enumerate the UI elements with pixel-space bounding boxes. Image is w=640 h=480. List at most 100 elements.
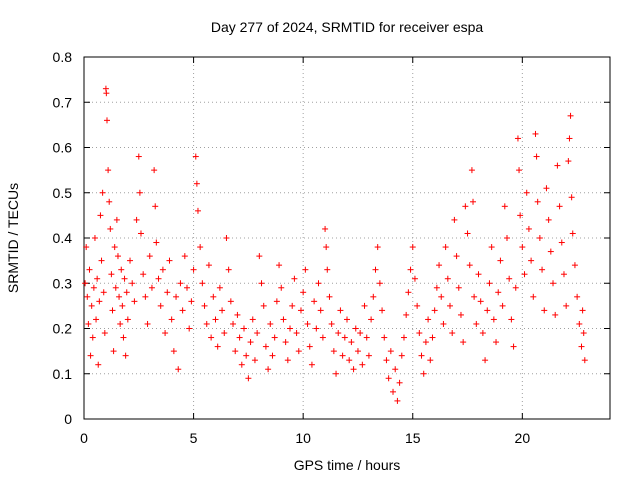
data-point xyxy=(571,262,578,269)
data-point xyxy=(534,198,541,205)
data-point xyxy=(214,343,221,350)
data-point xyxy=(543,185,550,192)
data-point xyxy=(396,379,403,386)
data-point xyxy=(123,289,130,296)
data-point xyxy=(348,339,355,346)
data-point xyxy=(96,298,103,305)
data-point xyxy=(319,334,326,341)
data-point xyxy=(539,266,546,273)
data-point xyxy=(560,271,567,278)
data-point xyxy=(431,307,438,314)
data-point xyxy=(578,343,585,350)
data-point xyxy=(129,280,136,287)
data-point xyxy=(308,361,315,368)
data-point xyxy=(221,330,228,337)
data-point xyxy=(335,330,342,337)
chart-axes xyxy=(83,56,611,420)
data-point xyxy=(464,230,471,237)
data-point xyxy=(153,239,160,246)
data-point xyxy=(152,203,159,210)
data-point xyxy=(234,311,241,318)
data-point xyxy=(127,257,134,264)
data-point xyxy=(295,348,302,355)
plot-frame xyxy=(83,56,611,420)
data-point xyxy=(166,257,173,264)
chart-ticks: 0 5 10 15 20 0 0.1 0.2 0.3 0.4 0.5 0.6 0.7 0.8 xyxy=(53,49,610,446)
data-point xyxy=(479,330,486,337)
data-point xyxy=(304,320,311,327)
data-point xyxy=(186,325,193,332)
data-point xyxy=(219,307,226,314)
data-point xyxy=(365,352,372,359)
x-tick-label: 15 xyxy=(405,430,421,446)
data-point xyxy=(140,271,147,278)
data-point xyxy=(385,375,392,382)
data-point xyxy=(106,198,113,205)
data-point xyxy=(113,216,120,223)
data-point xyxy=(93,316,100,323)
data-point xyxy=(438,293,445,300)
data-point xyxy=(258,280,265,287)
data-point xyxy=(409,244,416,251)
data-point xyxy=(462,203,469,210)
data-point xyxy=(581,357,588,364)
data-point xyxy=(444,275,451,282)
x-tick-label: 5 xyxy=(190,430,198,446)
data-point xyxy=(111,244,118,251)
data-point xyxy=(173,293,180,300)
data-point xyxy=(344,316,350,323)
data-point xyxy=(208,334,215,341)
y-tick-label: 0.4 xyxy=(53,230,73,246)
data-point xyxy=(398,352,405,359)
data-point xyxy=(475,271,482,278)
data-point xyxy=(197,244,204,251)
data-point xyxy=(350,366,357,373)
data-point xyxy=(251,357,258,364)
data-point xyxy=(547,248,554,255)
data-point xyxy=(523,189,530,196)
data-point xyxy=(372,266,379,273)
data-point xyxy=(136,189,143,196)
data-point xyxy=(284,357,291,364)
data-point xyxy=(533,153,540,160)
data-point xyxy=(306,343,313,350)
data-point xyxy=(519,244,526,251)
data-point xyxy=(453,253,460,260)
data-point xyxy=(442,244,449,251)
data-point xyxy=(83,244,90,251)
data-point xyxy=(114,253,121,260)
data-point xyxy=(146,253,153,260)
data-point xyxy=(109,307,116,314)
data-point xyxy=(122,352,129,359)
data-point xyxy=(108,271,115,278)
data-point xyxy=(297,307,304,314)
y-tick-label: 0 xyxy=(64,411,72,427)
data-point xyxy=(411,275,418,282)
data-point xyxy=(302,266,309,273)
data-point xyxy=(148,284,155,291)
data-point xyxy=(473,320,480,327)
data-point xyxy=(117,320,124,327)
data-point xyxy=(162,330,169,337)
data-point xyxy=(188,298,195,305)
data-point xyxy=(574,293,581,300)
data-point xyxy=(273,298,280,305)
data-point xyxy=(554,162,561,169)
data-point xyxy=(552,311,559,318)
data-point xyxy=(184,284,191,291)
data-point xyxy=(354,348,361,355)
data-point xyxy=(447,302,454,309)
data-point xyxy=(112,284,119,291)
data-point xyxy=(374,244,381,251)
x-axis-label: GPS time / hours xyxy=(294,457,401,473)
data-point xyxy=(107,225,114,232)
data-point xyxy=(267,320,274,327)
data-point xyxy=(90,284,97,291)
data-point xyxy=(346,357,353,364)
data-point xyxy=(568,194,575,201)
data-point xyxy=(455,284,462,291)
data-point xyxy=(376,280,383,287)
data-point xyxy=(556,203,563,210)
data-point xyxy=(293,330,300,337)
data-point xyxy=(203,320,210,327)
